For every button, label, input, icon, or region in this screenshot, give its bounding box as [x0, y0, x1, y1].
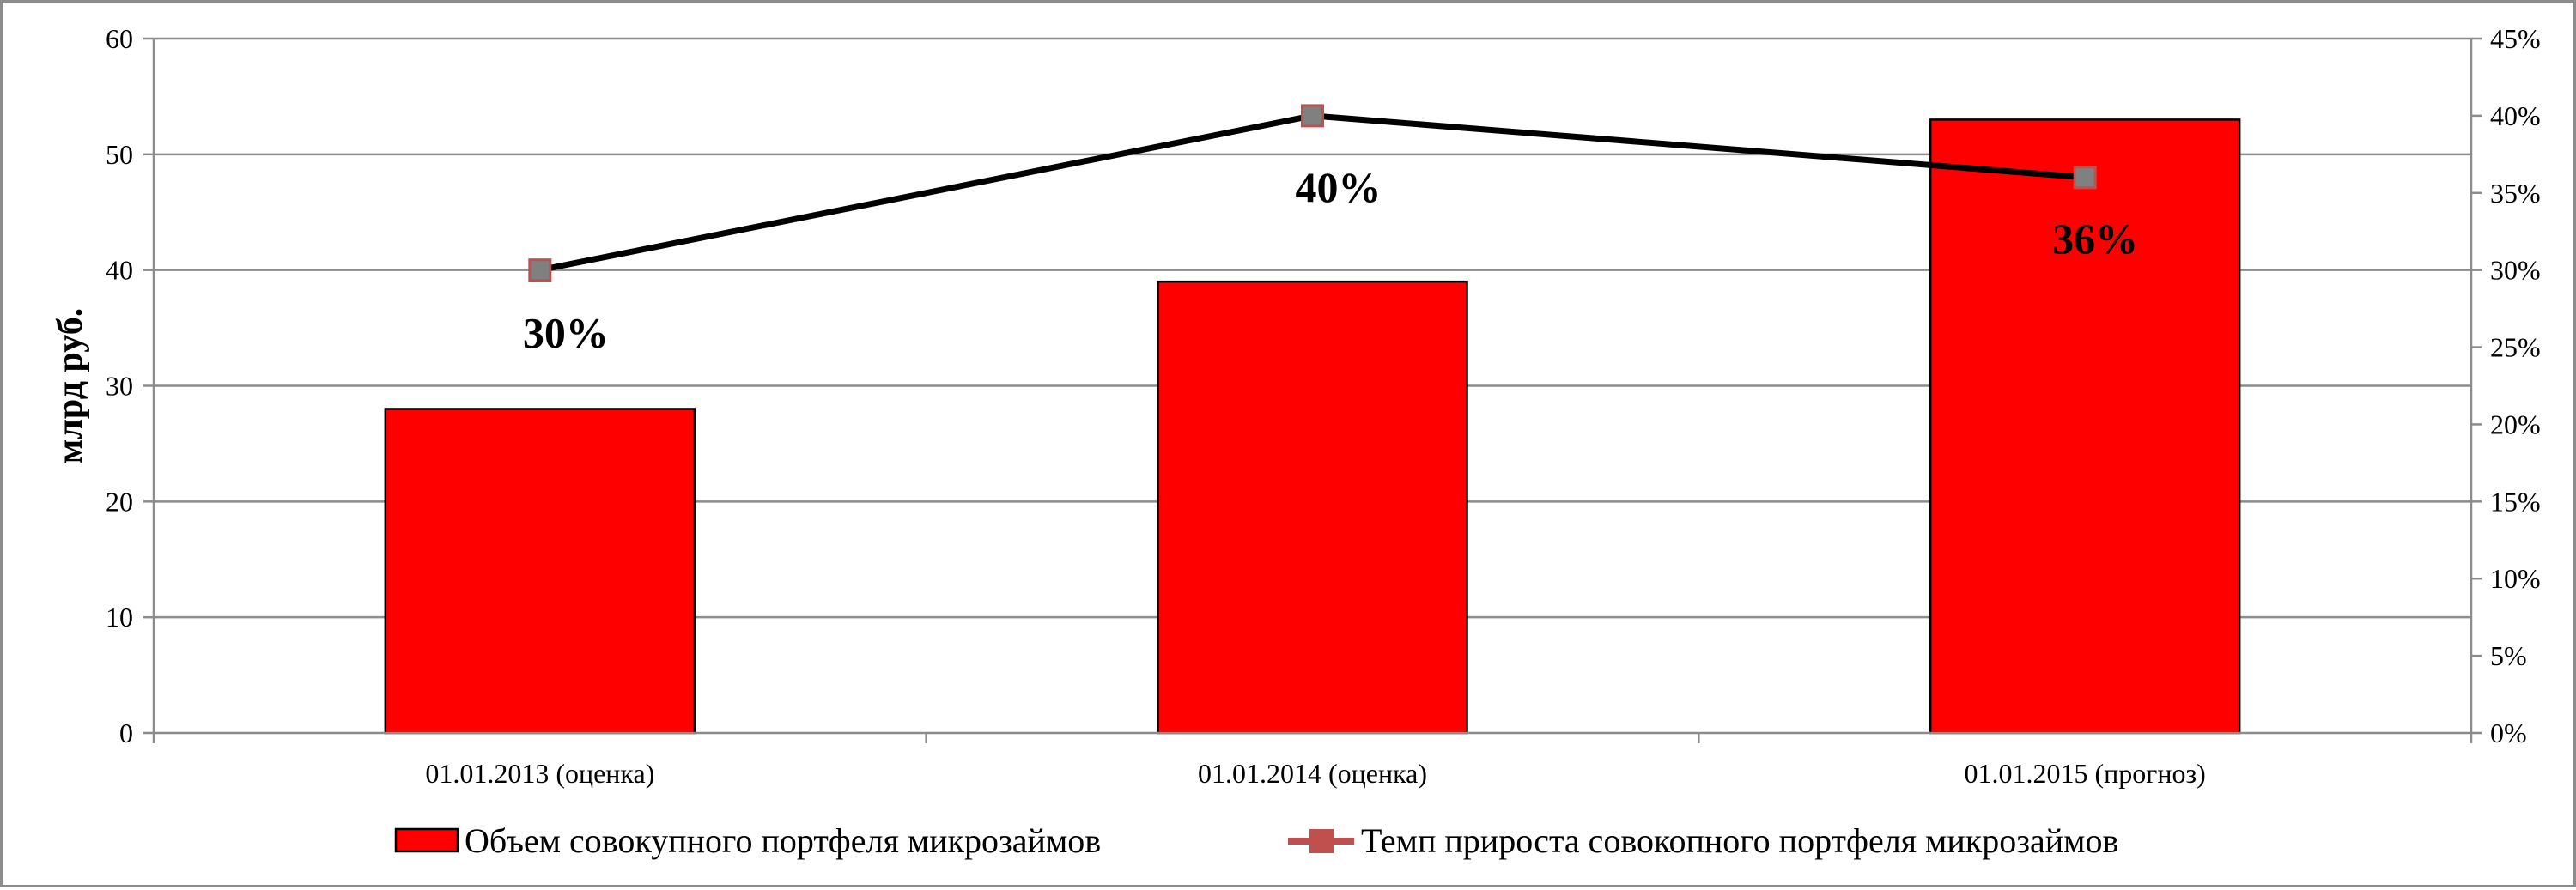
y2-axis-tick-label: 30%	[2490, 255, 2541, 286]
combo-chart: 0 10 20 30 40 50 60 0% 5% 10% 15% 20% 25% 30% 35% 40% 45…	[51, 23, 2541, 860]
x-axis-tick-label: 01.01.2013 (оценка)	[425, 758, 654, 789]
line-point-marker	[528, 258, 552, 282]
x-axis-tick-label: 01.01.2014 (оценка)	[1198, 758, 1427, 789]
y2-axis-tick-label: 5%	[2490, 640, 2527, 671]
y2-axis-tick-label: 10%	[2490, 563, 2541, 594]
legend-swatch-bar	[394, 827, 459, 853]
legend-label: Объем совокупного портфеля микрозаймов	[465, 821, 1101, 860]
y-axis-tick-label: 20	[106, 486, 133, 517]
bar	[1929, 118, 2241, 735]
legend-swatch-marker	[1309, 829, 1334, 853]
data-label: 30%	[523, 309, 609, 357]
line-point-marker	[2073, 166, 2097, 190]
y-axis-tick-label: 50	[106, 139, 133, 170]
y2-axis-tick-label: 45%	[2490, 23, 2541, 54]
line-point-marker	[1301, 104, 1324, 128]
y2-axis-tick-label: 0%	[2490, 717, 2527, 748]
y-axis-tick-label: 10	[106, 602, 133, 633]
y-axis-tick-label: 40	[106, 255, 133, 286]
y-axis-tick-label: 60	[106, 23, 133, 54]
y-axis-tick-label: 30	[106, 371, 133, 402]
y-axis-title: млрд руб.	[51, 308, 90, 463]
y-axis-tick-label: 0	[119, 717, 133, 748]
y2-axis-tick-label: 20%	[2490, 409, 2541, 439]
x-axis-tick-label: 01.01.2015 (прогноз)	[1965, 758, 2206, 789]
data-label: 40%	[1296, 163, 1382, 211]
data-label: 36%	[2052, 215, 2138, 263]
y2-axis-tick-label: 15%	[2490, 486, 2541, 517]
y2-axis-tick-label: 40%	[2490, 100, 2541, 131]
bar	[1157, 280, 1468, 735]
legend-label: Темп прироста совокопного портфеля микро…	[1361, 821, 2118, 860]
bar	[384, 408, 696, 735]
y2-axis-tick-label: 25%	[2490, 332, 2541, 363]
y2-axis-tick-label: 35%	[2490, 178, 2541, 209]
